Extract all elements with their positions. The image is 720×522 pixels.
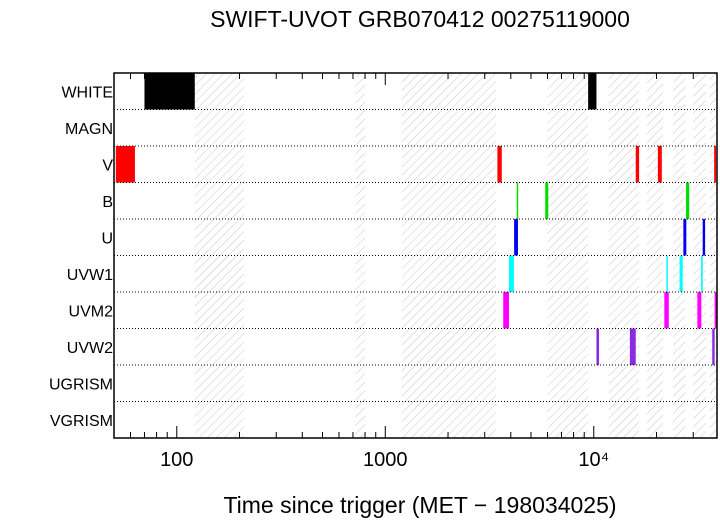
- filter-label-v: V: [102, 157, 113, 174]
- exposure-bar-uvw1: [701, 255, 703, 292]
- exposure-bar-uvm2: [714, 292, 717, 329]
- filter-labels: WHITE MAGN V B U UVW1 UVM2 UVW2 UGRISM VGRISM: [49, 84, 113, 430]
- x-tick-label: 10⁴: [578, 449, 609, 471]
- axis-ticks: 100 1000 10⁴: [113, 73, 694, 471]
- chart-title: SWIFT-UVOT GRB070412 00275119000: [210, 6, 630, 32]
- filter-label-b: B: [102, 194, 113, 211]
- filter-label-uvw2: UVW2: [67, 340, 113, 357]
- exposure-bar-uvm2: [697, 292, 702, 329]
- filter-label-u: U: [101, 230, 113, 247]
- exposure-bar-uvw2: [712, 328, 715, 365]
- hatched-interval: [401, 73, 497, 438]
- exposure-bar-uvw1: [508, 255, 514, 292]
- exposure-bar-b: [545, 182, 549, 219]
- filter-label-uvw1: UVW1: [67, 267, 113, 284]
- exposure-bar-v: [714, 146, 717, 183]
- filter-label-magn: MAGN: [65, 121, 113, 138]
- exposure-bars: [115, 73, 717, 365]
- exposure-bar-u: [514, 219, 518, 256]
- x-tick-label: 1000: [363, 449, 408, 471]
- exposure-bar-u: [683, 219, 687, 256]
- exposure-bar-uvm2: [664, 292, 669, 329]
- exposure-bar-b: [686, 182, 690, 219]
- exposure-bar-v: [115, 146, 135, 183]
- exposure-bar-v: [497, 146, 502, 183]
- exposure-bar-uvw2: [629, 328, 636, 365]
- filter-label-vgrism: VGRISM: [50, 413, 113, 430]
- hatched-interval: [709, 73, 717, 438]
- exposure-bar-uvw1: [666, 255, 668, 292]
- filter-label-white: WHITE: [61, 84, 113, 101]
- filter-label-ugrism: UGRISM: [49, 376, 113, 393]
- plot-frame: [113, 72, 718, 439]
- exposure-bar-uvm2: [503, 292, 509, 329]
- hatched-interval: [608, 73, 640, 438]
- exposure-bar-u: [702, 219, 706, 256]
- filter-label-uvm2: UVM2: [69, 303, 114, 320]
- x-tick-label: 100: [160, 449, 193, 471]
- exposure-bar-uvw1: [679, 255, 683, 292]
- exposure-bar-v: [657, 146, 662, 183]
- exposure-bar-b: [516, 182, 519, 219]
- exposure-bar-uvw2: [596, 328, 600, 365]
- hatched-interval: [673, 73, 686, 438]
- exposure-bar-white: [144, 73, 195, 110]
- exposure-bar-v: [635, 146, 640, 183]
- exposure-bar-white: [588, 73, 597, 110]
- x-axis-label: Time since trigger (MET − 198034025): [223, 492, 617, 518]
